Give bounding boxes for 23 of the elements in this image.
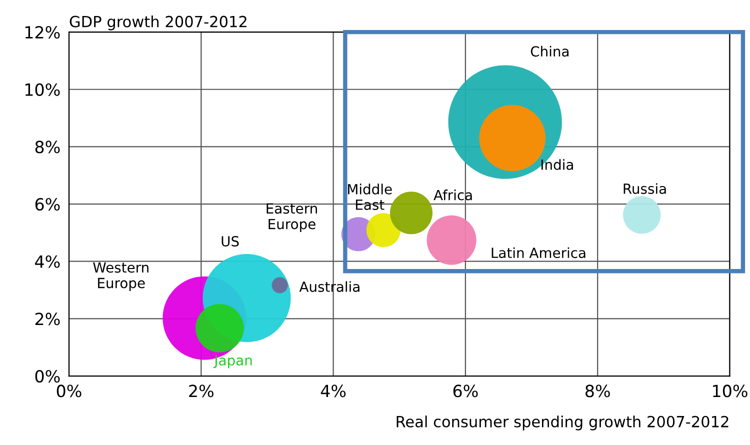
y-tick-label: 2%	[35, 312, 60, 326]
y-tick-label: 12%	[25, 26, 60, 39]
series-label: Japan	[213, 355, 252, 368]
y-tick-label: 4%	[35, 255, 60, 268]
series-label: China	[530, 46, 569, 57]
y-axis-title: GDP growth 2007-2012	[70, 16, 246, 30]
x-tick-label: 10%	[713, 384, 748, 398]
y-tick-label: 0%	[35, 370, 60, 383]
y-tick-label: 6%	[35, 198, 60, 211]
x-tick-label: 2%	[189, 384, 214, 398]
y-tick-label: 10%	[25, 83, 60, 96]
x-tick-label: 0%	[56, 384, 82, 398]
x-tick-label: 6%	[453, 384, 478, 398]
series-label: US	[222, 236, 239, 247]
x-tick-label: 8%	[586, 384, 610, 398]
series-label: Eastern Europe	[266, 203, 317, 232]
y-tick-label: 8%	[35, 140, 60, 154]
x-axis-title: Real consumer spending growth 2007-2012	[396, 416, 728, 430]
series-label: Latin America	[492, 247, 586, 258]
x-tick-label: 4%	[320, 384, 346, 398]
series-label: Western Europe	[93, 262, 148, 291]
series-label: Russia	[624, 183, 666, 194]
series-label: India	[542, 159, 573, 170]
